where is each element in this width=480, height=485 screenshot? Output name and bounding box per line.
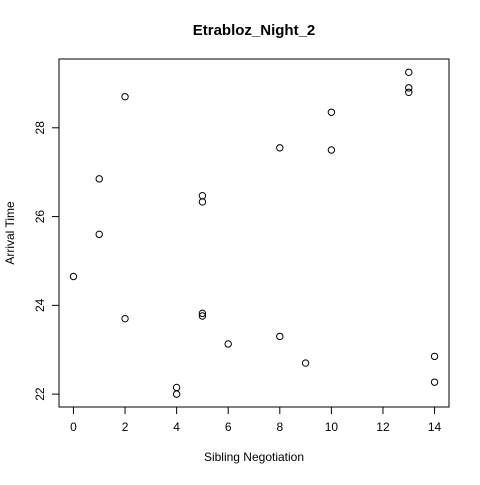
data-point <box>431 379 437 385</box>
y-tick-label: 22 <box>33 387 47 401</box>
chart-title: Etrabloz_Night_2 <box>193 22 316 39</box>
x-tick-label: 0 <box>70 420 77 434</box>
data-point <box>277 145 283 151</box>
data-point <box>302 360 308 366</box>
data-point <box>225 341 231 347</box>
data-point <box>199 193 205 199</box>
data-point <box>96 176 102 182</box>
data-point <box>406 69 412 75</box>
x-tick-label: 6 <box>225 420 232 434</box>
data-point <box>431 353 437 359</box>
x-tick-label: 12 <box>376 420 390 434</box>
x-tick-label: 2 <box>122 420 129 434</box>
x-tick-label: 4 <box>173 420 180 434</box>
data-point <box>277 333 283 339</box>
data-point <box>173 391 179 397</box>
y-axis: 22 24 26 28 <box>33 121 59 401</box>
data-point <box>173 384 179 390</box>
x-tick-label: 8 <box>276 420 283 434</box>
x-axis: 0 2 4 6 8 10 12 14 <box>70 407 441 434</box>
data-point <box>406 89 412 95</box>
data-point <box>70 273 76 279</box>
y-axis-label: Arrival Time <box>3 201 17 265</box>
data-point <box>96 231 102 237</box>
data-point <box>122 315 128 321</box>
y-tick-label: 24 <box>33 298 47 312</box>
y-tick-label: 26 <box>33 210 47 224</box>
plot-frame <box>59 59 449 407</box>
x-axis-label: Sibling Negotiation <box>204 450 304 464</box>
data-point <box>122 94 128 100</box>
data-points <box>70 69 438 397</box>
x-tick-label: 14 <box>428 420 442 434</box>
data-point <box>328 109 334 115</box>
y-tick-label: 28 <box>33 121 47 135</box>
data-point <box>328 147 334 153</box>
data-point <box>199 199 205 205</box>
x-tick-label: 10 <box>325 420 339 434</box>
